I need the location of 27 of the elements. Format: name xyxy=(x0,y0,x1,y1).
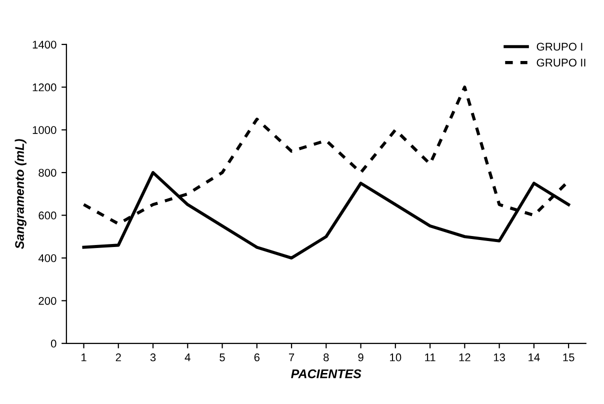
x-tick-label: 7 xyxy=(289,354,294,362)
y-tick-label: 1400 xyxy=(32,40,56,49)
x-tick-label: 1 xyxy=(82,354,86,362)
y-tick-label: 400 xyxy=(38,254,56,262)
x-tick-label: 11 xyxy=(425,354,436,362)
x-tick-label: 14 xyxy=(528,354,540,362)
x-tick-label: 9 xyxy=(358,353,364,362)
x-tick-label: 6 xyxy=(254,353,260,362)
x-tick-label: 5 xyxy=(220,354,225,362)
x-tick-label: 8 xyxy=(324,353,329,362)
y-tick-label: 1200 xyxy=(32,83,56,92)
x-tick-label: 3 xyxy=(150,353,156,362)
x-tick-label: 10 xyxy=(390,353,402,362)
y-axis-title: Sangramento (mL) xyxy=(14,139,26,249)
x-tick-label: 2 xyxy=(116,353,121,362)
y-tick-label: 200 xyxy=(38,296,56,305)
x-axis-title: PACIENTES xyxy=(291,369,362,378)
x-tick-label: 13 xyxy=(494,353,505,362)
y-tick-label: 0 xyxy=(50,340,56,348)
y-tick-label: 1000 xyxy=(32,126,56,134)
legend-label: GRUPO II xyxy=(536,58,586,67)
x-tick-label: 4 xyxy=(184,354,190,362)
x-tick-label: 12 xyxy=(459,353,470,362)
x-tick-label: 15 xyxy=(563,354,574,362)
y-tick-label: 600 xyxy=(38,212,56,220)
y-tick-label: 800 xyxy=(38,168,56,177)
legend-label: GRUPO I xyxy=(536,42,582,51)
